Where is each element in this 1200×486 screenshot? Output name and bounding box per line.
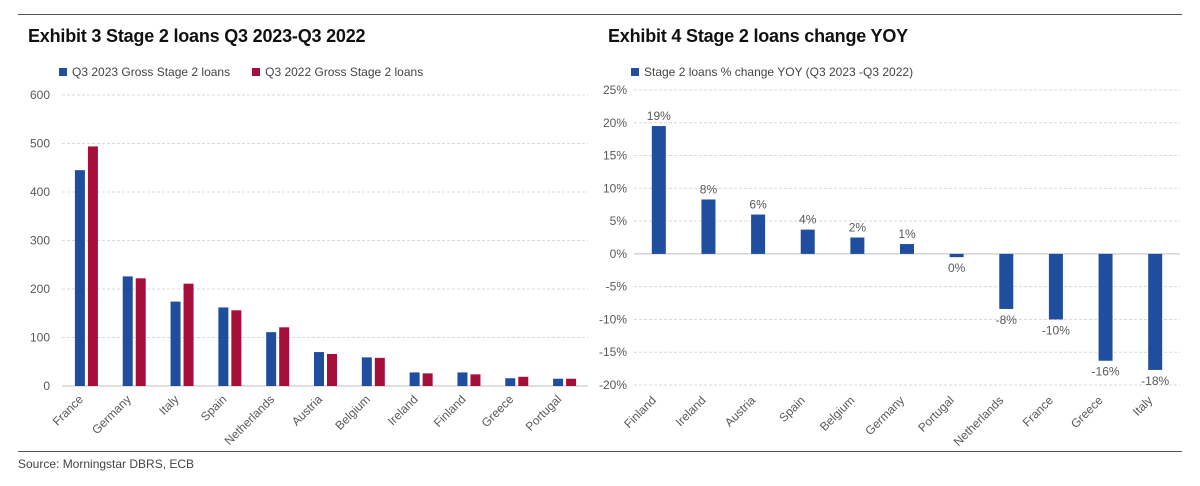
x-tick-label: Italy xyxy=(1130,393,1155,418)
legend-swatch-blue xyxy=(631,68,639,76)
bottom-rule xyxy=(18,451,1182,452)
y-tick-label: 0% xyxy=(610,247,628,261)
bar-q3-2023 xyxy=(170,301,181,386)
bar-q3-2023 xyxy=(74,170,85,386)
x-tick-label: Greece xyxy=(1068,393,1106,431)
bar-q3-2022 xyxy=(327,353,337,386)
y-tick-label: 15% xyxy=(603,149,627,163)
left-chart-title: Exhibit 3 Stage 2 loans Q3 2023-Q3 2022 xyxy=(28,26,366,46)
bar-yoy-change xyxy=(701,199,716,254)
data-label: -8% xyxy=(996,313,1018,327)
data-label: 0% xyxy=(948,261,966,275)
source-note: Source: Morningstar DBRS, ECB xyxy=(18,457,195,471)
x-tick-label: Netherlands xyxy=(951,393,1007,449)
bar-q3-2022 xyxy=(470,374,481,386)
y-tick-label: 10% xyxy=(603,181,627,195)
top-rule xyxy=(18,14,1182,15)
x-tick-label: Spain xyxy=(776,393,808,425)
data-label: -16% xyxy=(1092,365,1120,379)
bar-q3-2022 xyxy=(279,327,290,386)
y-tick-label: 5% xyxy=(610,214,628,228)
bar-yoy-change xyxy=(900,244,914,254)
x-tick-label: Finland xyxy=(621,393,659,431)
bar-yoy-change xyxy=(800,229,815,254)
y-tick-label: -5% xyxy=(606,280,628,294)
y-tick-label: 20% xyxy=(603,116,627,130)
data-label: -10% xyxy=(1042,323,1070,337)
legend-swatch-red xyxy=(252,68,261,76)
bar-yoy-change xyxy=(1098,253,1113,361)
x-tick-label: Portugal xyxy=(915,393,957,435)
y-tick-label: -15% xyxy=(599,345,627,359)
y-tick-label: 0 xyxy=(43,379,50,393)
y-tick-label: 100 xyxy=(30,331,50,345)
bar-q3-2023 xyxy=(122,276,133,386)
bar-yoy-change xyxy=(751,214,766,254)
x-tick-label: France xyxy=(1020,393,1057,430)
bar-yoy-change xyxy=(949,253,964,258)
bar-q3-2022 xyxy=(135,278,146,386)
bar-yoy-change xyxy=(651,126,666,254)
bar-q3-2023 xyxy=(505,378,516,386)
bar-yoy-change xyxy=(1048,253,1063,320)
y-tick-label: 200 xyxy=(30,282,50,296)
data-label: 1% xyxy=(898,227,916,241)
right-chart-title: Exhibit 4 Stage 2 loans change YOY xyxy=(608,26,908,46)
legend-label: Q3 2023 Gross Stage 2 loans xyxy=(72,65,231,79)
legend-item-q3-2023: Q3 2023 Gross Stage 2 loans xyxy=(59,65,230,79)
x-tick-label: Austria xyxy=(722,393,759,430)
data-label: 19% xyxy=(647,109,671,123)
y-tick-label: 300 xyxy=(30,234,50,248)
legend-label: Stage 2 loans % change YOY (Q3 2023 -Q3 … xyxy=(644,65,914,79)
bar-yoy-change xyxy=(1148,253,1163,370)
data-label: -18% xyxy=(1141,374,1169,388)
x-tick-label: Belgium xyxy=(817,393,858,434)
bar-q3-2023 xyxy=(361,357,372,386)
bar-q3-2023 xyxy=(314,352,324,386)
y-tick-label: 400 xyxy=(30,185,50,199)
legend-item-yoy: Stage 2 loans % change YOY (Q3 2023 -Q3 … xyxy=(631,65,913,79)
bar-q3-2023 xyxy=(218,307,229,386)
legend-item-q3-2022: Q3 2022 Gross Stage 2 loans xyxy=(252,65,423,79)
bar-q3-2022 xyxy=(374,357,385,386)
y-tick-label: -20% xyxy=(599,378,627,392)
left-chart-legend: Q3 2023 Gross Stage 2 loans Q3 2022 Gros… xyxy=(59,65,445,79)
bar-q3-2022 xyxy=(422,373,433,386)
bar-yoy-change xyxy=(999,253,1014,309)
bar-q3-2022 xyxy=(183,283,194,386)
bar-q3-2022 xyxy=(566,378,577,386)
bar-q3-2023 xyxy=(553,378,564,386)
data-label: 8% xyxy=(700,182,718,196)
bar-q3-2022 xyxy=(231,310,242,386)
bar-yoy-change xyxy=(850,237,865,254)
bar-q3-2022 xyxy=(518,376,529,386)
bar-q3-2023 xyxy=(266,332,277,386)
bar-q3-2023 xyxy=(457,372,468,386)
x-tick-label: Ireland xyxy=(673,393,709,429)
bar-q3-2022 xyxy=(87,146,98,386)
right-chart-legend: Stage 2 loans % change YOY (Q3 2023 -Q3 … xyxy=(631,65,935,79)
bar-q3-2023 xyxy=(409,372,420,386)
data-label: 2% xyxy=(849,221,867,235)
legend-label: Q3 2022 Gross Stage 2 loans xyxy=(265,65,424,79)
data-label: 4% xyxy=(799,213,817,227)
legend-swatch-blue xyxy=(59,68,67,76)
data-label: 6% xyxy=(749,198,767,212)
y-tick-label: 25% xyxy=(603,83,627,97)
y-tick-label: 500 xyxy=(30,137,50,151)
y-tick-label: -10% xyxy=(599,312,627,326)
x-tick-label: Germany xyxy=(862,393,907,438)
y-tick-label: 600 xyxy=(30,88,50,102)
